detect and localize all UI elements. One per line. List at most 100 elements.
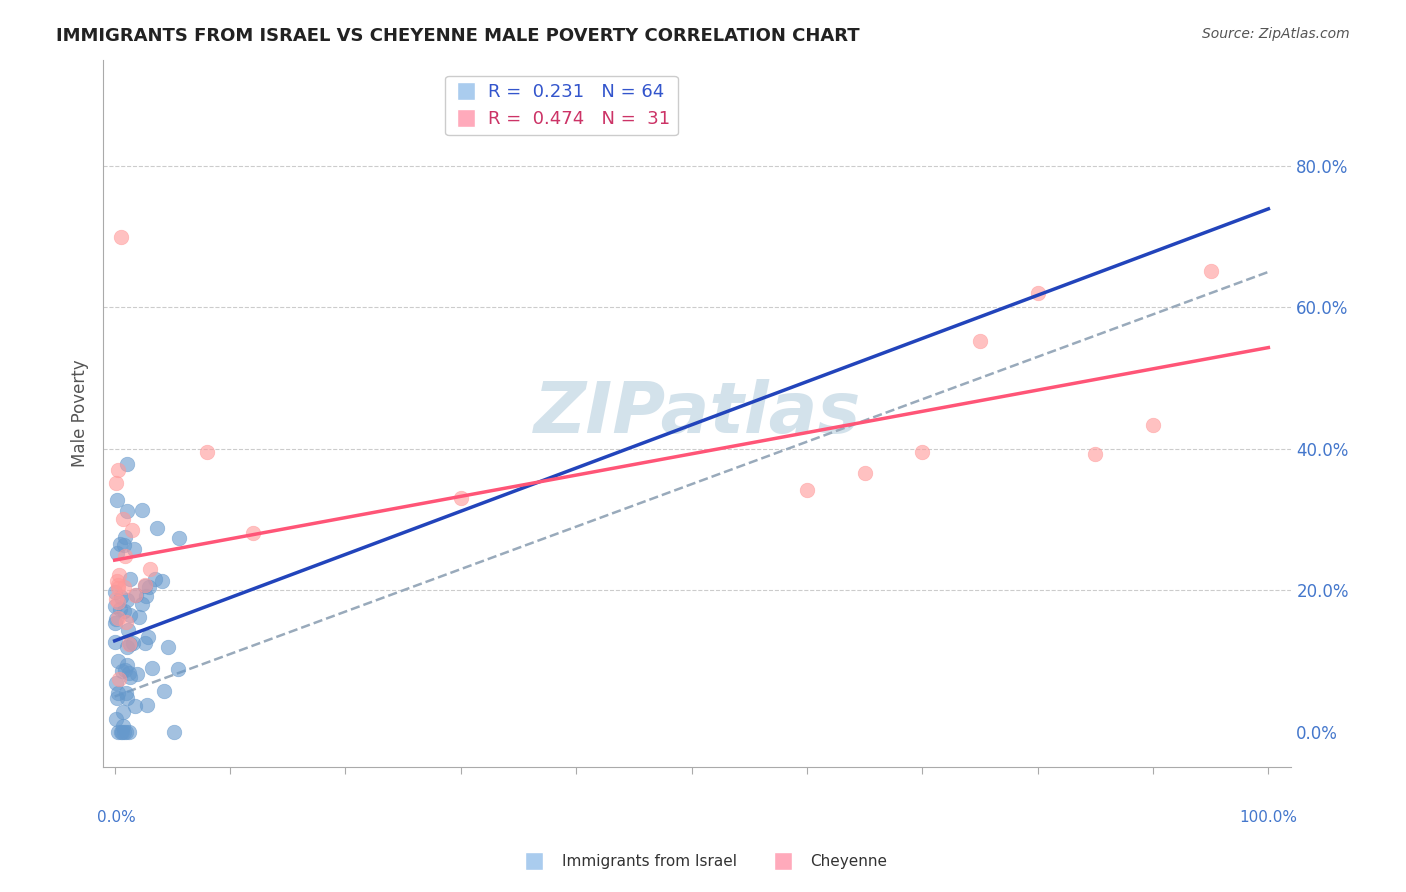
Point (105, 546, 128, 560)
Point (110, 725, 132, 739)
Point (1199, 264, 1222, 278)
Point (124, 698, 146, 713)
Point (796, 483, 818, 498)
Point (108, 536, 131, 550)
Point (112, 512, 135, 526)
Point (112, 538, 135, 552)
Point (105, 574, 128, 589)
Point (146, 521, 169, 535)
Point (134, 589, 156, 603)
Point (122, 636, 145, 650)
Point (131, 597, 153, 611)
Point (104, 591, 127, 606)
Point (110, 602, 132, 616)
Point (115, 457, 138, 471)
Legend: R =  0.231   N = 64, R =  0.474   N =  31: R = 0.231 N = 64, R = 0.474 N = 31 (444, 76, 678, 136)
Point (112, 580, 135, 594)
Point (107, 610, 129, 624)
Point (107, 654, 129, 668)
Point (104, 712, 127, 726)
Point (114, 615, 136, 630)
Point (450, 491, 472, 505)
Text: 100.0%: 100.0% (1240, 810, 1298, 825)
Point (114, 725, 136, 739)
Point (111, 719, 134, 733)
Point (242, 525, 264, 540)
Point (118, 665, 141, 680)
Point (110, 590, 132, 604)
Y-axis label: Male Poverty: Male Poverty (72, 359, 89, 467)
Point (110, 725, 132, 739)
Point (107, 595, 129, 609)
Point (167, 531, 190, 545)
Point (104, 612, 127, 626)
Point (120, 670, 142, 684)
Point (118, 572, 141, 586)
Point (118, 637, 141, 651)
Point (143, 572, 166, 586)
Point (124, 588, 146, 602)
Point (105, 676, 128, 690)
Point (114, 549, 136, 563)
Point (1084, 447, 1107, 461)
Point (115, 691, 138, 706)
Legend: Immigrants from Israel, Cheyenne: Immigrants from Israel, Cheyenne (513, 848, 893, 875)
Point (115, 657, 138, 672)
Point (111, 664, 134, 678)
Point (911, 445, 934, 459)
Point (105, 690, 128, 705)
Point (107, 581, 129, 595)
Point (969, 334, 991, 349)
Text: ZIPatlas: ZIPatlas (534, 379, 860, 448)
Point (138, 562, 160, 576)
Point (104, 599, 127, 613)
Point (117, 637, 139, 651)
Point (127, 667, 149, 681)
Point (118, 607, 141, 622)
Point (122, 542, 145, 557)
Point (1142, 417, 1164, 432)
Point (117, 725, 139, 739)
Point (117, 640, 139, 654)
Point (104, 584, 127, 599)
Point (125, 588, 148, 602)
Point (134, 577, 156, 591)
Point (150, 574, 173, 588)
Point (115, 725, 138, 739)
Point (1026, 286, 1049, 301)
Point (112, 705, 135, 719)
Point (104, 635, 127, 649)
Point (107, 686, 129, 700)
Point (195, 444, 218, 458)
Point (162, 725, 184, 739)
Point (131, 503, 153, 517)
Point (115, 593, 138, 607)
Point (107, 578, 129, 592)
Point (110, 229, 132, 244)
Point (136, 630, 159, 644)
Point (115, 686, 138, 700)
Point (141, 660, 163, 674)
Point (107, 463, 129, 477)
Point (105, 493, 128, 508)
Point (121, 523, 143, 537)
Point (153, 684, 176, 698)
Point (134, 578, 156, 592)
Point (104, 616, 127, 631)
Point (114, 664, 136, 678)
Point (114, 530, 136, 544)
Point (138, 580, 160, 594)
Point (107, 724, 129, 739)
Text: IMMIGRANTS FROM ISRAEL VS CHEYENNE MALE POVERTY CORRELATION CHART: IMMIGRANTS FROM ISRAEL VS CHEYENNE MALE … (56, 27, 860, 45)
Point (157, 640, 180, 654)
Point (104, 476, 127, 491)
Point (107, 568, 129, 582)
Point (117, 504, 139, 518)
Point (166, 662, 188, 676)
Point (117, 623, 139, 637)
Point (853, 466, 876, 480)
Point (108, 672, 131, 686)
Point (114, 604, 136, 618)
Text: Source: ZipAtlas.com: Source: ZipAtlas.com (1202, 27, 1350, 41)
Point (134, 635, 156, 649)
